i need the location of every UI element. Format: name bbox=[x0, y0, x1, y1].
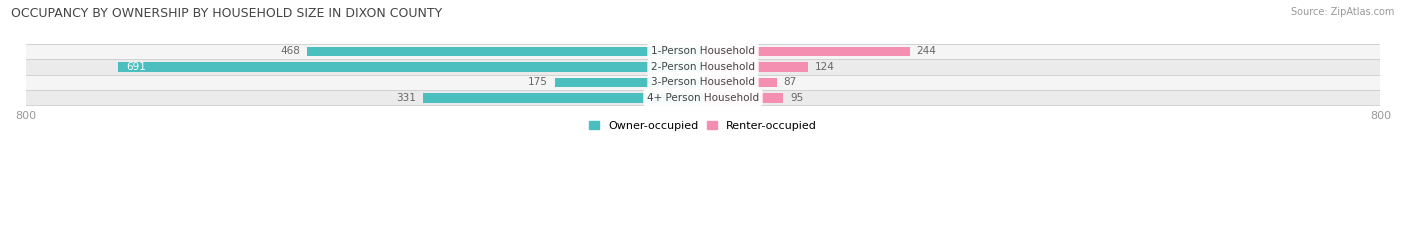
Text: OCCUPANCY BY OWNERSHIP BY HOUSEHOLD SIZE IN DIXON COUNTY: OCCUPANCY BY OWNERSHIP BY HOUSEHOLD SIZE… bbox=[11, 7, 443, 20]
Bar bbox=[703, 47, 910, 56]
Text: 87: 87 bbox=[783, 77, 797, 87]
Bar bbox=[703, 93, 783, 103]
Bar bbox=[25, 59, 1381, 75]
Text: 1-Person Household: 1-Person Household bbox=[651, 46, 755, 56]
Text: Source: ZipAtlas.com: Source: ZipAtlas.com bbox=[1291, 7, 1395, 17]
Text: 95: 95 bbox=[790, 93, 803, 103]
Text: 331: 331 bbox=[396, 93, 416, 103]
Bar bbox=[307, 47, 703, 56]
Legend: Owner-occupied, Renter-occupied: Owner-occupied, Renter-occupied bbox=[585, 116, 821, 135]
Text: 3-Person Household: 3-Person Household bbox=[651, 77, 755, 87]
Bar bbox=[25, 90, 1381, 106]
Text: 691: 691 bbox=[127, 62, 146, 72]
Text: 2-Person Household: 2-Person Household bbox=[651, 62, 755, 72]
Bar bbox=[703, 62, 808, 72]
Bar bbox=[25, 44, 1381, 59]
Text: 124: 124 bbox=[815, 62, 835, 72]
Bar bbox=[25, 75, 1381, 90]
Text: 175: 175 bbox=[529, 77, 548, 87]
Bar bbox=[423, 93, 703, 103]
Bar bbox=[555, 78, 703, 87]
Bar bbox=[118, 62, 703, 72]
Text: 4+ Person Household: 4+ Person Household bbox=[647, 93, 759, 103]
Bar bbox=[703, 78, 776, 87]
Text: 244: 244 bbox=[917, 46, 936, 56]
Text: 468: 468 bbox=[280, 46, 299, 56]
